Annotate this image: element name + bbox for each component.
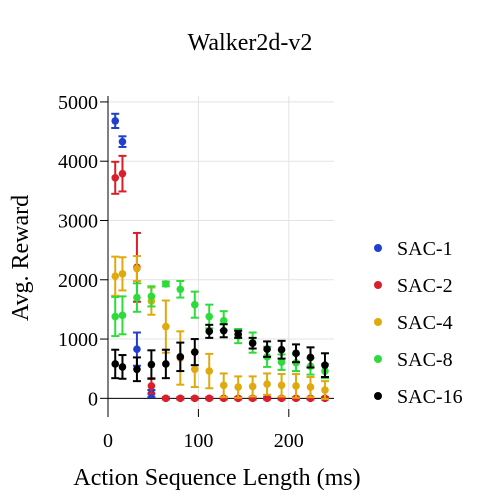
legend-item-sac-8: SAC-8 xyxy=(374,349,453,371)
x-tick-label: 0 xyxy=(103,430,113,452)
data-point xyxy=(248,382,257,391)
data-point xyxy=(205,367,214,375)
data-point xyxy=(234,383,242,391)
data-point xyxy=(277,381,286,390)
data-point xyxy=(306,353,315,362)
data-point xyxy=(292,382,300,390)
data-point xyxy=(111,312,120,321)
legend-marker xyxy=(374,244,382,252)
data-point xyxy=(219,326,228,335)
data-point xyxy=(111,174,120,182)
data-point xyxy=(133,345,141,353)
data-point xyxy=(118,169,127,178)
legend-label: SAC-1 xyxy=(397,238,453,260)
legend-marker xyxy=(374,318,382,326)
y-tick-label: 5000 xyxy=(58,92,98,114)
data-point xyxy=(111,272,120,281)
data-point xyxy=(219,316,228,325)
data-point xyxy=(190,365,199,374)
data-point xyxy=(205,312,214,321)
x-axis-label: Action Sequence Length (ms) xyxy=(73,465,360,491)
legend-label: SAC-16 xyxy=(397,386,463,408)
data-point xyxy=(263,345,271,353)
data-point xyxy=(190,300,199,309)
data-point xyxy=(205,394,214,403)
legend-item-sac-1: SAC-1 xyxy=(374,238,453,260)
series-sac-16 xyxy=(111,323,329,383)
series-sac-8 xyxy=(111,279,329,380)
data-point xyxy=(118,363,127,371)
legend-label: SAC-2 xyxy=(397,275,453,297)
data-point xyxy=(147,360,156,369)
x-tick-label: 200 xyxy=(274,430,304,452)
legend-marker xyxy=(374,392,382,400)
data-point xyxy=(162,280,170,288)
data-point xyxy=(248,339,257,347)
data-point xyxy=(118,137,127,146)
data-point xyxy=(205,327,214,336)
legend-item-sac-16: SAC-16 xyxy=(374,386,463,408)
grid xyxy=(107,96,334,409)
data-point xyxy=(118,270,127,278)
y-tick-label: 4000 xyxy=(58,151,98,173)
y-tick-label: 2000 xyxy=(58,270,98,292)
data-point xyxy=(133,264,141,273)
data-point xyxy=(321,386,329,394)
data-point xyxy=(277,358,286,366)
series-sac-4 xyxy=(111,255,329,400)
data-point xyxy=(147,292,156,301)
legend-label: SAC-4 xyxy=(397,312,453,334)
legend-label: SAC-8 xyxy=(397,349,453,371)
legend-marker xyxy=(374,281,382,289)
data-point xyxy=(176,394,185,403)
data-point xyxy=(190,394,199,403)
legend-marker xyxy=(374,355,382,363)
y-tick-label: 1000 xyxy=(58,329,98,351)
data-point xyxy=(133,365,141,374)
chart-title: Walker2d-v2 xyxy=(188,30,313,56)
data-point xyxy=(190,348,199,356)
data-point xyxy=(306,383,315,391)
axes: 0 1000 2000 3000 4000 5000 0 100 200 xyxy=(58,92,334,452)
plot-area xyxy=(111,112,329,403)
data-point xyxy=(133,293,141,302)
data-point xyxy=(176,285,185,294)
data-point xyxy=(176,353,185,361)
data-point xyxy=(147,382,156,390)
x-tick-label: 100 xyxy=(183,430,213,452)
data-point xyxy=(277,345,286,354)
data-point xyxy=(162,394,170,403)
y-tick-label: 0 xyxy=(88,388,98,410)
legend-item-sac-2: SAC-2 xyxy=(374,275,453,297)
y-axis-label: Avg. Reward xyxy=(8,195,34,321)
legend: SAC-1 SAC-2 SAC-4 SAC-8 SAC-16 xyxy=(374,238,463,408)
data-point xyxy=(162,360,170,368)
data-point xyxy=(263,380,271,388)
data-point xyxy=(111,117,120,125)
data-point xyxy=(263,394,271,403)
data-point xyxy=(162,322,170,331)
data-point xyxy=(292,349,300,358)
data-point xyxy=(111,360,120,368)
data-point xyxy=(321,361,329,369)
data-point xyxy=(234,330,242,339)
legend-item-sac-4: SAC-4 xyxy=(374,312,453,334)
data-point xyxy=(118,311,127,320)
data-point xyxy=(219,381,228,390)
y-tick-label: 3000 xyxy=(58,210,98,232)
